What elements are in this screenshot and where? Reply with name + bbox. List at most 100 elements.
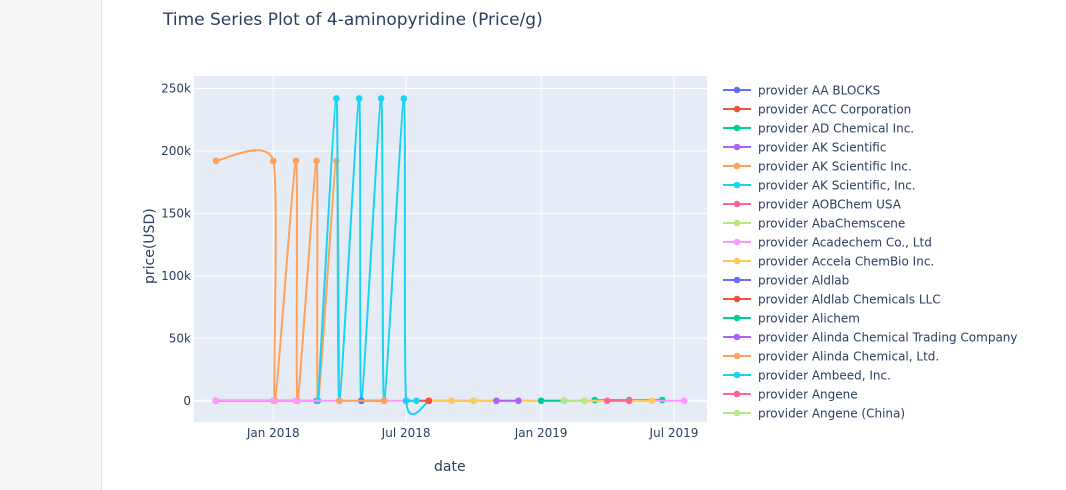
legend-item[interactable]: provider Angene <box>723 388 858 402</box>
legend-item[interactable]: provider AA BLOCKS <box>723 84 880 98</box>
data-point[interactable] <box>313 157 320 165</box>
x-axis-title: date <box>434 459 466 475</box>
legend-swatch-marker <box>733 276 741 284</box>
legend-item[interactable]: provider AK Scientific, Inc. <box>723 179 916 193</box>
legend-item[interactable]: provider AK Scientific Inc. <box>723 160 912 174</box>
legend-swatch-marker <box>733 181 741 189</box>
legend-label: provider Alinda Chemical, Ltd. <box>758 350 939 364</box>
legend-item[interactable]: provider Alinda Chemical Trading Company <box>723 331 1018 345</box>
legend-label: provider Accela ChemBio Inc. <box>758 255 934 269</box>
legend-label: provider Aldlab <box>758 274 849 288</box>
legend-swatch-marker <box>733 295 741 303</box>
legend-label: provider ACC Corporation <box>758 103 911 117</box>
legend-item[interactable]: provider Alinda Chemical, Ltd. <box>723 350 939 364</box>
legend-swatch-marker <box>733 219 741 227</box>
x-tick-label: Jan 2019 <box>514 426 568 440</box>
legend-item[interactable]: provider AbaChemscene <box>723 217 905 231</box>
series-line <box>215 149 341 402</box>
data-point[interactable] <box>648 397 656 405</box>
y-tick-label: 0 <box>183 394 191 408</box>
data-point[interactable] <box>380 397 388 405</box>
data-point[interactable] <box>581 397 588 405</box>
tick-labels: 0 50k 100k 150k 200k 250k Jan 2018 Jul 2018 Jan … <box>161 81 698 440</box>
legend-swatch-marker <box>733 86 741 94</box>
data-point[interactable] <box>355 95 363 102</box>
legend-item[interactable]: provider Aldlab Chemicals LLC <box>723 293 941 307</box>
legend-swatch-marker <box>733 371 741 379</box>
data-point[interactable] <box>212 397 220 405</box>
x-tick-label: Jan 2018 <box>246 426 300 440</box>
data-point[interactable] <box>680 397 688 405</box>
y-tick-label: 50k <box>169 331 191 345</box>
data-point[interactable] <box>377 95 385 102</box>
legend-label: provider AK Scientific, Inc. <box>758 179 916 193</box>
y-tick-label: 200k <box>161 144 191 158</box>
legend-label: provider AK Scientific Inc. <box>758 160 912 174</box>
legend-item[interactable]: provider AK Scientific <box>723 141 886 155</box>
data-point[interactable] <box>400 95 408 102</box>
legend-label: provider Acadechem Co., Ltd <box>758 236 932 250</box>
legend-item[interactable]: provider Alichem <box>723 312 860 326</box>
series-13[interactable] <box>493 397 522 405</box>
data-point[interactable] <box>333 95 340 102</box>
series-16[interactable] <box>603 397 633 405</box>
left-sidebar <box>0 0 102 490</box>
legend-label: provider AbaChemscene <box>758 217 905 231</box>
data-point[interactable] <box>470 397 477 405</box>
data-point[interactable] <box>292 157 300 165</box>
legend-item[interactable]: provider Aldlab <box>723 274 849 288</box>
data-point[interactable] <box>537 397 545 405</box>
legend-swatch-marker <box>733 200 741 208</box>
plot-area <box>194 76 707 422</box>
data-point[interactable] <box>336 397 343 405</box>
legend-item[interactable]: provider Ambeed, Inc. <box>723 369 891 383</box>
legend: provider AA BLOCKS provider ACC Corporati… <box>723 84 1018 421</box>
data-point[interactable] <box>212 157 220 165</box>
series-17[interactable] <box>560 397 588 405</box>
series-15[interactable] <box>402 397 420 405</box>
legend-label: provider AOBChem USA <box>758 198 902 212</box>
data-point[interactable] <box>269 157 277 165</box>
legend-item[interactable]: provider AD Chemical Inc. <box>723 122 914 136</box>
data-point[interactable] <box>493 397 500 405</box>
data-point[interactable] <box>425 397 433 405</box>
legend-label: provider Aldlab Chemicals LLC <box>758 293 941 307</box>
legend-swatch-marker <box>733 314 741 322</box>
data-point[interactable] <box>625 397 633 405</box>
chart-title: Time Series Plot of 4-aminopyridine (Pri… <box>163 10 543 30</box>
y-tick-label: 250k <box>161 81 191 95</box>
data-point[interactable] <box>603 397 611 405</box>
data-point[interactable] <box>333 157 340 165</box>
legend-item[interactable]: provider Accela ChemBio Inc. <box>723 255 934 269</box>
legend-label: provider Angene <box>758 388 858 402</box>
legend-item[interactable]: provider Acadechem Co., Ltd <box>723 236 932 250</box>
data-point[interactable] <box>413 397 420 405</box>
data-point[interactable] <box>292 397 300 405</box>
data-point[interactable] <box>560 397 568 405</box>
legend-swatch-marker <box>733 409 741 417</box>
legend-item[interactable]: provider AOBChem USA <box>723 198 902 212</box>
legend-label: provider AA BLOCKS <box>758 84 880 98</box>
legend-swatch-marker <box>733 333 741 341</box>
legend-swatch-marker <box>733 124 741 132</box>
legend-label: provider AK Scientific <box>758 141 886 155</box>
data-point[interactable] <box>448 397 455 405</box>
legend-swatch-marker <box>733 162 741 170</box>
legend-label: provider Alichem <box>758 312 860 326</box>
series-lines <box>212 95 688 416</box>
legend-label: provider Angene (China) <box>758 407 905 421</box>
legend-swatch-marker <box>733 105 741 113</box>
y-tick-label: 100k <box>161 269 191 283</box>
data-point[interactable] <box>402 397 410 405</box>
data-point[interactable] <box>515 397 522 405</box>
x-tick-label: Jul 2019 <box>649 426 699 440</box>
data-point[interactable] <box>269 397 277 405</box>
legend-swatch-marker <box>733 257 741 265</box>
x-tick-label: Jul 2018 <box>381 426 431 440</box>
legend-item[interactable]: provider Angene (China) <box>723 407 905 421</box>
legend-swatch-marker <box>733 390 741 398</box>
legend-item[interactable]: provider ACC Corporation <box>723 103 911 117</box>
series-line <box>317 97 430 416</box>
series-14[interactable] <box>336 397 388 405</box>
